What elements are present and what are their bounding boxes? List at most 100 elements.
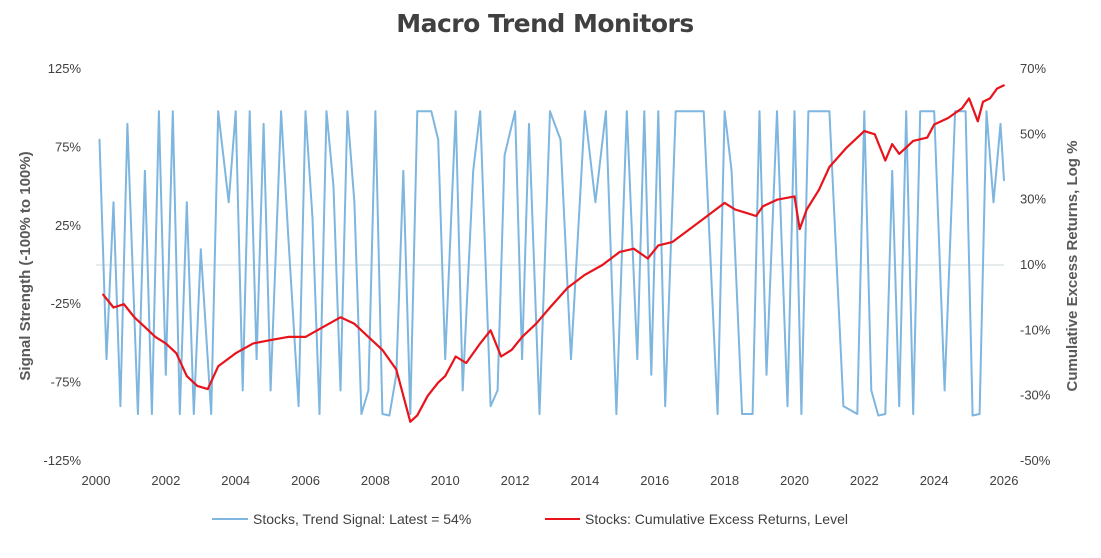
trend-signal-point xyxy=(702,110,705,113)
cumulative-returns-point xyxy=(112,306,115,309)
cumulative-returns-point xyxy=(845,146,848,149)
cumulative-returns-point xyxy=(381,349,384,351)
x-tick-label: 2010 xyxy=(431,473,460,488)
trend-signal-point xyxy=(657,110,660,113)
cumulative-returns-point xyxy=(304,335,307,338)
trend-signal-point xyxy=(664,405,667,408)
trend-signal-point xyxy=(842,405,845,408)
cumulative-returns-point xyxy=(996,87,998,90)
trend-signal-point xyxy=(489,405,492,408)
trend-signal-point xyxy=(615,413,618,415)
trend-signal-point xyxy=(730,170,733,172)
cumulative-returns-point xyxy=(873,133,876,136)
cumulative-returns-point xyxy=(566,286,569,289)
trend-signal-point xyxy=(248,110,251,113)
cumulative-returns-point xyxy=(206,388,209,391)
cumulative-returns-point xyxy=(287,335,289,338)
cumulative-returns-point xyxy=(269,339,272,342)
cumulative-returns-point xyxy=(339,316,342,319)
trend-signal-point xyxy=(912,413,915,415)
trend-signal-point xyxy=(374,110,377,113)
trend-signal-point xyxy=(164,373,167,376)
cumulative-returns-point xyxy=(154,335,157,338)
x-tick-label: 2012 xyxy=(501,473,530,488)
trend-signal-point xyxy=(891,170,894,172)
cumulative-returns-point xyxy=(353,322,356,325)
cumulative-returns-point xyxy=(395,368,398,371)
trend-signal-point xyxy=(318,413,321,415)
cumulative-returns-point xyxy=(500,355,503,358)
left-tick-label: -75% xyxy=(51,375,82,390)
trend-signal-point xyxy=(674,110,677,113)
cumulative-returns-point xyxy=(322,326,324,328)
trend-signal-point xyxy=(423,110,426,113)
cumulative-returns-point xyxy=(793,195,796,198)
trend-signal-point xyxy=(388,414,391,417)
trend-signal-point xyxy=(325,110,328,113)
cumulative-returns-point xyxy=(175,352,178,355)
trend-signal-point xyxy=(863,110,866,113)
trend-signal-point xyxy=(594,201,597,204)
trend-signal-point xyxy=(919,110,922,113)
trend-signal-point xyxy=(409,413,412,415)
trend-signal-point xyxy=(741,413,743,415)
trend-signal-point xyxy=(217,110,220,113)
cumulative-returns-point xyxy=(444,375,447,377)
trend-signal-point xyxy=(870,389,873,392)
trend-signal-point xyxy=(461,389,464,392)
trend-signal-point xyxy=(1003,179,1005,182)
trend-signal-point xyxy=(786,405,789,408)
cumulative-returns-point xyxy=(657,244,660,247)
cumulative-returns-point xyxy=(437,381,440,384)
trend-signal-point xyxy=(416,110,419,113)
trend-signal-point xyxy=(454,110,457,113)
left-tick-label: -125% xyxy=(43,453,81,468)
trend-signal-point xyxy=(793,110,796,113)
cumulative-returns-point xyxy=(798,228,801,230)
right-tick-label: 10% xyxy=(1020,257,1046,272)
trend-signal-point xyxy=(807,110,810,113)
trend-signal-point xyxy=(905,110,908,113)
x-tick-label: 2020 xyxy=(780,473,809,488)
cumulative-returns-point xyxy=(618,251,621,253)
trend-signal-point xyxy=(402,170,405,172)
cumulative-returns-point xyxy=(426,394,429,397)
x-axis-ticks: 2000 2002 2004 2006 2008 2010 2012 2014 2016 2018… xyxy=(82,473,1019,488)
cumulative-returns-point xyxy=(479,342,482,345)
cumulative-returns-point xyxy=(123,303,125,306)
trend-signal-point xyxy=(234,110,237,113)
cumulative-returns-point xyxy=(863,130,866,132)
cumulative-returns-point xyxy=(454,355,457,358)
trend-signal-point xyxy=(185,201,188,204)
cumulative-returns-point xyxy=(521,335,523,338)
cumulative-returns-point xyxy=(409,420,412,423)
trend-signal-point xyxy=(353,201,356,204)
right-tick-label: -10% xyxy=(1020,322,1051,337)
cumulative-returns-point xyxy=(1003,84,1005,87)
trend-signal-point xyxy=(98,138,101,141)
trend-signal-point xyxy=(884,413,887,415)
trend-signal-point xyxy=(381,413,384,415)
trend-signal-point xyxy=(311,217,314,219)
trend-signal-point xyxy=(178,413,181,415)
trend-signal-point xyxy=(157,110,160,113)
right-tick-label: 30% xyxy=(1020,192,1046,207)
trend-signal-point xyxy=(758,110,761,113)
trend-signal-point xyxy=(716,413,719,415)
trend-signal-point xyxy=(105,358,108,360)
trend-signal-point xyxy=(636,358,639,360)
cumulative-returns-point xyxy=(196,384,199,387)
x-tick-label: 2024 xyxy=(920,473,949,488)
cumulative-returns-point xyxy=(776,198,778,201)
series-trend-signal xyxy=(98,110,1005,417)
x-tick-label: 2022 xyxy=(850,473,879,488)
cumulative-returns-point xyxy=(465,362,468,364)
trend-signal-point xyxy=(584,110,586,113)
x-tick-label: 2006 xyxy=(291,473,320,488)
x-tick-label: 2000 xyxy=(82,473,111,488)
right-axis-title: Cumulative Excess Returns, Log % xyxy=(1064,141,1081,392)
cumulative-returns-point xyxy=(535,322,537,325)
chart-title: Macro Trend Monitors xyxy=(396,9,694,38)
trend-signal-point xyxy=(241,389,244,392)
trend-signal-point xyxy=(549,110,551,113)
